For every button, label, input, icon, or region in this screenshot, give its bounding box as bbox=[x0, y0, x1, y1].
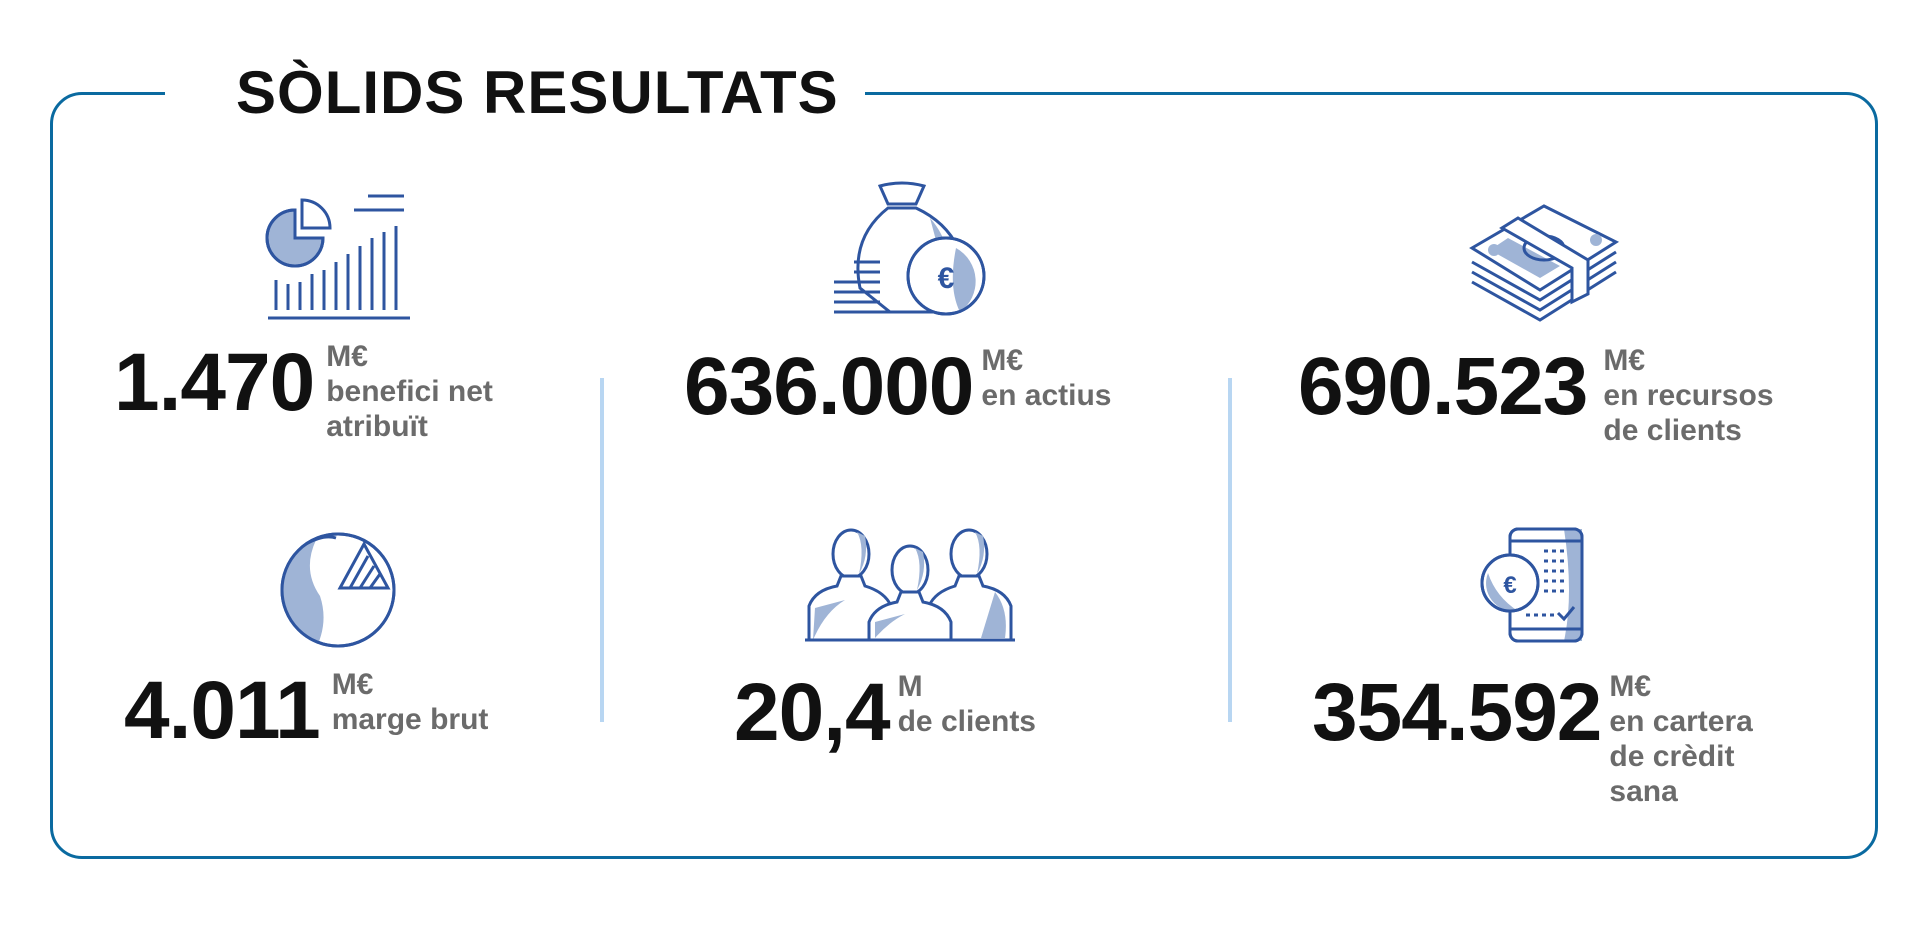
kpi-description: marge brut bbox=[331, 703, 489, 736]
pie-margin-icon bbox=[280, 532, 396, 648]
kpi-description: en recursos de clients bbox=[1603, 379, 1774, 447]
kpi-description: de clients bbox=[897, 705, 1036, 738]
page-title: SÒLIDS RESULTATS bbox=[236, 59, 839, 126]
kpi-unit: M€ bbox=[981, 344, 1024, 377]
kpi-value: 636.000 bbox=[684, 341, 974, 432]
kpi-description: en actius bbox=[981, 379, 1112, 412]
kpi-unit: M bbox=[897, 670, 923, 703]
results-frame bbox=[50, 92, 1878, 859]
title-background bbox=[165, 70, 865, 120]
svg-text:€: € bbox=[938, 262, 955, 295]
kpi-value: 1.470 bbox=[114, 337, 315, 428]
people-icon bbox=[805, 528, 1015, 642]
kpi-unit: M€ bbox=[326, 340, 368, 373]
kpi-unit: M€ bbox=[331, 668, 374, 701]
kpi-unit: M€ bbox=[1609, 670, 1652, 703]
chart-icon bbox=[265, 194, 410, 320]
kpi-gross-margin: 4.011 M€ marge brut bbox=[124, 665, 489, 756]
kpi-description: benefici net atribuït bbox=[326, 375, 493, 443]
svg-text:€: € bbox=[1503, 572, 1516, 599]
kpi-description: en cartera de crèdit sana bbox=[1609, 705, 1753, 808]
kpi-assets: 636.000 M€ en actius bbox=[684, 341, 1112, 432]
column-divider-left bbox=[600, 378, 604, 722]
money-bag-icon: € bbox=[834, 181, 986, 316]
mobile-credit-icon: € bbox=[1480, 527, 1584, 643]
kpi-value: 4.011 bbox=[124, 665, 321, 756]
kpi-value: 20,4 bbox=[734, 667, 891, 758]
column-divider-right bbox=[1228, 378, 1232, 722]
kpi-credit-portfolio: 354.592 M€ en cartera de crèdit sana bbox=[1312, 667, 1753, 809]
banknotes-icon bbox=[1469, 204, 1620, 322]
kpi-net-profit: 1.470 M€ benefici net atribuït bbox=[114, 337, 493, 444]
kpi-value: 354.592 bbox=[1312, 667, 1602, 758]
kpi-client-funds: 690.523 M€ en recursos de clients bbox=[1298, 341, 1774, 448]
kpi-value: 690.523 bbox=[1298, 341, 1588, 432]
kpi-clients: 20,4 M de clients bbox=[734, 667, 1036, 758]
kpi-unit: M€ bbox=[1603, 344, 1646, 377]
